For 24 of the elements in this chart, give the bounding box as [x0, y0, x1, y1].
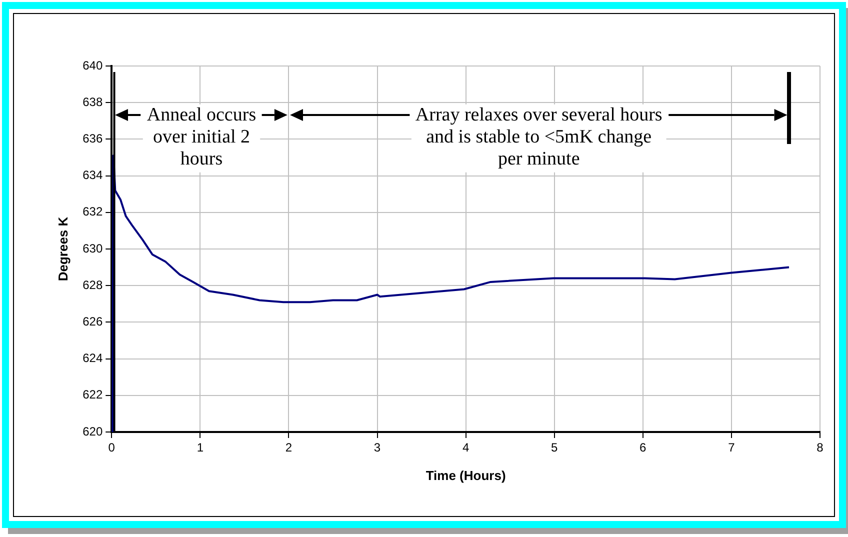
y-tick-label: 626: [82, 314, 103, 329]
annotation: Anneal occurs over initial 2 hours: [146, 104, 256, 170]
y-tick-label: 632: [82, 204, 103, 219]
y-tick-label: 622: [82, 388, 103, 402]
x-axis-title: Time (Hours): [426, 468, 506, 483]
annotation: Array relaxes over several hours and is stable to <5mK change per minute: [415, 104, 662, 170]
y-tick-label: 640: [82, 58, 103, 72]
y-tick-label: 630: [82, 241, 103, 256]
y-axis-title: Degrees K: [55, 216, 70, 282]
x-tick-label: 0: [108, 440, 116, 455]
x-tick-label: 3: [374, 440, 381, 455]
x-tick-label: 8: [816, 440, 824, 455]
y-tick-label: 636: [82, 132, 103, 146]
y-tick-label: 634: [82, 168, 103, 182]
x-tick-label: 2: [285, 440, 292, 455]
x-tick-label: 5: [551, 440, 558, 455]
x-tick-label: 6: [640, 440, 647, 455]
y-tick-label: 624: [82, 351, 103, 366]
x-tick-label: 7: [728, 440, 736, 455]
x-tick-label: 4: [462, 440, 470, 455]
y-tick-label: 620: [82, 424, 103, 438]
x-tick-label: 1: [196, 440, 204, 455]
y-tick-label: 638: [82, 94, 103, 109]
y-tick-label: 628: [82, 278, 103, 292]
